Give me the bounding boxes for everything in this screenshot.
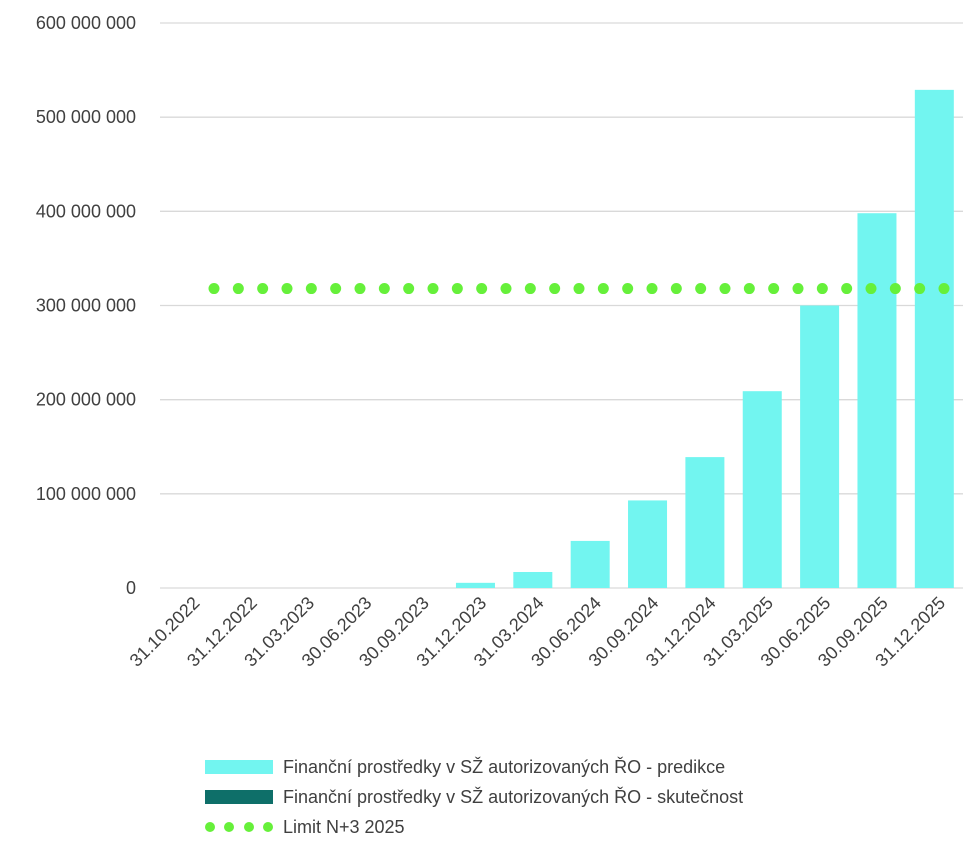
bar-30.06.2025 bbox=[800, 305, 840, 588]
limit-dot bbox=[305, 283, 317, 295]
legend-item-predikce: Finanční prostředky v SŽ autorizovaných … bbox=[205, 752, 743, 782]
limit-dot bbox=[281, 283, 293, 295]
limit-dot bbox=[914, 283, 926, 295]
gridlines bbox=[160, 22, 963, 589]
legend: Finanční prostředky v SŽ autorizovaných … bbox=[205, 752, 743, 842]
bar-30.09.2025 bbox=[857, 213, 897, 588]
limit-dot bbox=[330, 283, 342, 295]
limit-dot bbox=[524, 283, 536, 295]
limit-dot bbox=[768, 283, 780, 295]
limit-dot bbox=[938, 283, 950, 295]
legend-label-predikce: Finanční prostředky v SŽ autorizovaných … bbox=[283, 756, 726, 777]
limit-dot bbox=[695, 283, 707, 295]
y-tick-label: 400 000 000 bbox=[36, 201, 136, 221]
limit-dot bbox=[792, 283, 804, 295]
limit-dot bbox=[816, 283, 828, 295]
limit-dot bbox=[865, 283, 877, 295]
limit-dot bbox=[841, 283, 853, 295]
legend-swatch-limit bbox=[205, 822, 273, 832]
limit-dot bbox=[403, 283, 415, 295]
limit-dot bbox=[889, 283, 901, 295]
bar-31.12.2023 bbox=[455, 582, 495, 588]
bars bbox=[455, 89, 954, 588]
y-tick-label: 100 000 000 bbox=[36, 484, 136, 504]
limit-dot bbox=[573, 283, 585, 295]
y-tick-label: 300 000 000 bbox=[36, 296, 136, 316]
limit-dot bbox=[549, 283, 561, 295]
limit-dot bbox=[670, 283, 682, 295]
legend-swatch-predikce bbox=[205, 760, 273, 774]
bar-30.09.2024 bbox=[628, 500, 668, 588]
legend-label-skutecnost: Finanční prostředky v SŽ autorizovaných … bbox=[283, 786, 744, 807]
limit-dot bbox=[476, 283, 488, 295]
y-tick-label: 600 000 000 bbox=[36, 13, 136, 33]
limit-dot bbox=[378, 283, 390, 295]
limit-dot bbox=[451, 283, 463, 295]
limit-dot bbox=[719, 283, 731, 295]
y-tick-label: 200 000 000 bbox=[36, 390, 136, 410]
limit-dot bbox=[500, 283, 512, 295]
x-axis-tick-labels: 31.10.202231.12.202231.03.202330.06.2023… bbox=[126, 593, 949, 671]
limit-dot bbox=[622, 283, 634, 295]
limit-dot bbox=[743, 283, 755, 295]
legend-item-limit: Limit N+3 2025 bbox=[205, 812, 743, 842]
legend-label-limit: Limit N+3 2025 bbox=[283, 816, 405, 837]
limit-dot bbox=[208, 283, 220, 295]
bar-31.03.2024 bbox=[513, 571, 553, 588]
y-tick-label: 500 000 000 bbox=[36, 107, 136, 127]
limit-dot bbox=[597, 283, 609, 295]
legend-item-skutecnost: Finanční prostředky v SŽ autorizovaných … bbox=[205, 782, 743, 812]
bar-30.06.2024 bbox=[570, 540, 610, 588]
limit-line bbox=[208, 283, 950, 295]
y-axis-tick-labels: 0 100 000 000 200 000 000 300 000 000 400 00… bbox=[36, 13, 136, 598]
chart: 0 100 000 000 200 000 000 300 000 000 400 00… bbox=[36, 13, 963, 671]
limit-dot bbox=[427, 283, 439, 295]
bar-31.12.2025 bbox=[914, 89, 954, 588]
limit-dot bbox=[354, 283, 366, 295]
limit-dot bbox=[232, 283, 244, 295]
bar-31.12.2024 bbox=[685, 457, 725, 588]
bar-31.03.2025 bbox=[742, 391, 782, 588]
limit-dot bbox=[257, 283, 269, 295]
legend-swatch-skutecnost bbox=[205, 790, 273, 804]
limit-dot bbox=[646, 283, 658, 295]
y-tick-label: 0 bbox=[126, 578, 136, 598]
